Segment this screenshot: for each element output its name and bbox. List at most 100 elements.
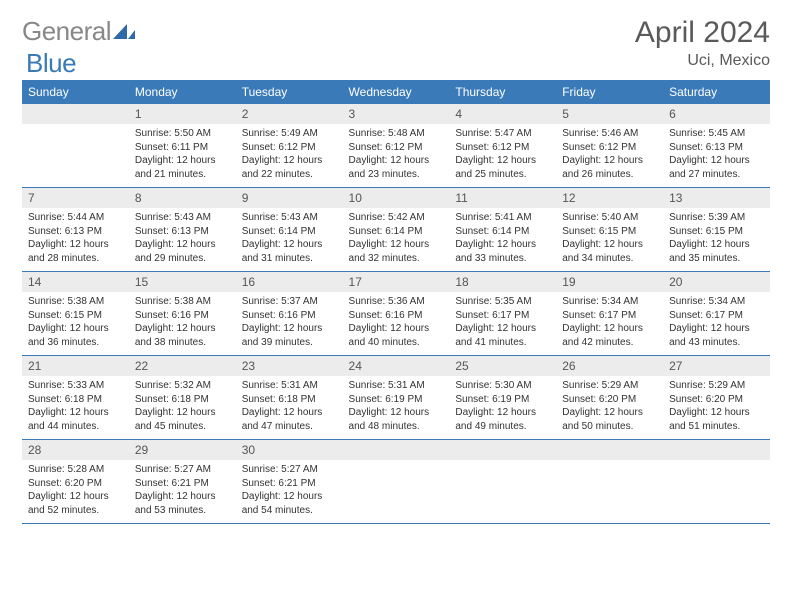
- daynum-row: 21222324252627: [22, 356, 770, 377]
- day-cell: Sunrise: 5:43 AMSunset: 6:13 PMDaylight:…: [129, 208, 236, 272]
- day-info-line: Sunrise: 5:29 AM: [562, 379, 657, 393]
- day-info-line: Sunset: 6:12 PM: [349, 141, 444, 155]
- daynum-row: 282930: [22, 440, 770, 461]
- day-info-line: Daylight: 12 hours: [455, 322, 550, 336]
- logo-text-blue: Blue: [26, 48, 76, 79]
- day-cell: Sunrise: 5:33 AMSunset: 6:18 PMDaylight:…: [22, 376, 129, 440]
- day-cell: Sunrise: 5:31 AMSunset: 6:19 PMDaylight:…: [343, 376, 450, 440]
- day-info-line: Daylight: 12 hours: [562, 154, 657, 168]
- day-number: 27: [663, 356, 770, 377]
- logo-sail-icon: [113, 24, 135, 40]
- day-info-line: Sunset: 6:13 PM: [669, 141, 764, 155]
- day-info-line: Daylight: 12 hours: [349, 406, 444, 420]
- day-info-line: Daylight: 12 hours: [669, 154, 764, 168]
- day-cell: Sunrise: 5:46 AMSunset: 6:12 PMDaylight:…: [556, 124, 663, 188]
- day-cell: Sunrise: 5:34 AMSunset: 6:17 PMDaylight:…: [556, 292, 663, 356]
- day-info-line: Sunset: 6:14 PM: [349, 225, 444, 239]
- day-number: [556, 440, 663, 461]
- day-number: 22: [129, 356, 236, 377]
- day-info-line: Daylight: 12 hours: [669, 406, 764, 420]
- day-info-line: and 44 minutes.: [28, 420, 123, 434]
- day-info-line: Sunrise: 5:48 AM: [349, 127, 444, 141]
- day-info-line: Sunset: 6:13 PM: [135, 225, 230, 239]
- day-number: 24: [343, 356, 450, 377]
- day-info-line: and 36 minutes.: [28, 336, 123, 350]
- day-info-line: Daylight: 12 hours: [562, 322, 657, 336]
- day-info-line: Sunrise: 5:34 AM: [669, 295, 764, 309]
- day-info-line: and 27 minutes.: [669, 168, 764, 182]
- day-number: 29: [129, 440, 236, 461]
- day-number: [663, 440, 770, 461]
- day-header: Tuesday: [236, 80, 343, 104]
- day-number: 23: [236, 356, 343, 377]
- day-cell: Sunrise: 5:32 AMSunset: 6:18 PMDaylight:…: [129, 376, 236, 440]
- day-info-line: Daylight: 12 hours: [28, 406, 123, 420]
- day-number: 1: [129, 104, 236, 124]
- week-row: Sunrise: 5:38 AMSunset: 6:15 PMDaylight:…: [22, 292, 770, 356]
- day-number: 25: [449, 356, 556, 377]
- day-info-line: and 28 minutes.: [28, 252, 123, 266]
- day-info-line: Daylight: 12 hours: [135, 490, 230, 504]
- day-info-line: and 52 minutes.: [28, 504, 123, 518]
- day-cell: Sunrise: 5:30 AMSunset: 6:19 PMDaylight:…: [449, 376, 556, 440]
- day-info-line: Sunset: 6:17 PM: [455, 309, 550, 323]
- day-info-line: Sunrise: 5:27 AM: [135, 463, 230, 477]
- day-info-line: and 42 minutes.: [562, 336, 657, 350]
- day-info-line: Sunrise: 5:43 AM: [242, 211, 337, 225]
- day-info-line: and 47 minutes.: [242, 420, 337, 434]
- day-info-line: Sunrise: 5:37 AM: [242, 295, 337, 309]
- day-info-line: and 34 minutes.: [562, 252, 657, 266]
- day-info-line: and 45 minutes.: [135, 420, 230, 434]
- day-number: 6: [663, 104, 770, 124]
- day-info-line: Sunset: 6:16 PM: [242, 309, 337, 323]
- day-info-line: and 48 minutes.: [349, 420, 444, 434]
- day-header: Friday: [556, 80, 663, 104]
- day-info-line: and 54 minutes.: [242, 504, 337, 518]
- day-info-line: and 21 minutes.: [135, 168, 230, 182]
- day-cell: Sunrise: 5:37 AMSunset: 6:16 PMDaylight:…: [236, 292, 343, 356]
- day-info-line: Daylight: 12 hours: [28, 238, 123, 252]
- day-info-line: Sunset: 6:17 PM: [669, 309, 764, 323]
- day-number: 3: [343, 104, 450, 124]
- day-info-line: Sunset: 6:21 PM: [135, 477, 230, 491]
- day-cell: Sunrise: 5:39 AMSunset: 6:15 PMDaylight:…: [663, 208, 770, 272]
- day-cell: Sunrise: 5:34 AMSunset: 6:17 PMDaylight:…: [663, 292, 770, 356]
- day-cell: Sunrise: 5:41 AMSunset: 6:14 PMDaylight:…: [449, 208, 556, 272]
- day-number: 2: [236, 104, 343, 124]
- day-info-line: Sunset: 6:21 PM: [242, 477, 337, 491]
- day-info-line: and 25 minutes.: [455, 168, 550, 182]
- week-row: Sunrise: 5:44 AMSunset: 6:13 PMDaylight:…: [22, 208, 770, 272]
- day-info-line: Sunset: 6:20 PM: [669, 393, 764, 407]
- day-cell: [343, 460, 450, 524]
- day-info-line: Sunrise: 5:46 AM: [562, 127, 657, 141]
- day-number: [22, 104, 129, 124]
- day-number: 4: [449, 104, 556, 124]
- day-info-line: and 49 minutes.: [455, 420, 550, 434]
- day-info-line: and 35 minutes.: [669, 252, 764, 266]
- calendar-table: SundayMondayTuesdayWednesdayThursdayFrid…: [22, 80, 770, 524]
- day-info-line: and 23 minutes.: [349, 168, 444, 182]
- day-info-line: Sunset: 6:17 PM: [562, 309, 657, 323]
- logo: General: [22, 16, 135, 47]
- daynum-row: 123456: [22, 104, 770, 124]
- day-info-line: Sunrise: 5:43 AM: [135, 211, 230, 225]
- day-cell: Sunrise: 5:44 AMSunset: 6:13 PMDaylight:…: [22, 208, 129, 272]
- day-cell: Sunrise: 5:28 AMSunset: 6:20 PMDaylight:…: [22, 460, 129, 524]
- day-cell: Sunrise: 5:45 AMSunset: 6:13 PMDaylight:…: [663, 124, 770, 188]
- day-info-line: Sunrise: 5:40 AM: [562, 211, 657, 225]
- day-number: 17: [343, 272, 450, 293]
- day-header: Monday: [129, 80, 236, 104]
- day-info-line: Sunset: 6:14 PM: [242, 225, 337, 239]
- day-info-line: Sunrise: 5:27 AM: [242, 463, 337, 477]
- month-title: April 2024: [635, 16, 770, 50]
- day-number: 18: [449, 272, 556, 293]
- day-info-line: Daylight: 12 hours: [242, 154, 337, 168]
- day-cell: Sunrise: 5:43 AMSunset: 6:14 PMDaylight:…: [236, 208, 343, 272]
- day-cell: Sunrise: 5:31 AMSunset: 6:18 PMDaylight:…: [236, 376, 343, 440]
- day-number: 19: [556, 272, 663, 293]
- day-cell: Sunrise: 5:27 AMSunset: 6:21 PMDaylight:…: [236, 460, 343, 524]
- logo-line2: Blue: [26, 48, 76, 79]
- week-row: Sunrise: 5:33 AMSunset: 6:18 PMDaylight:…: [22, 376, 770, 440]
- day-number: 8: [129, 188, 236, 209]
- day-info-line: Sunrise: 5:32 AM: [135, 379, 230, 393]
